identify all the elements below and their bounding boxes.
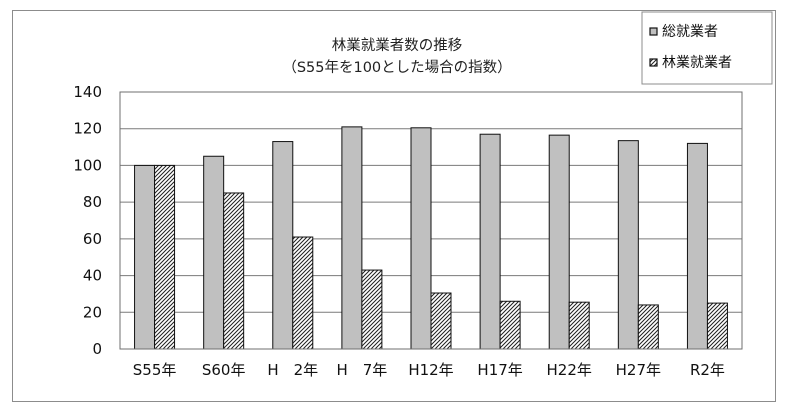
bar-forestry bbox=[706, 302, 728, 350]
bar-total bbox=[134, 164, 156, 350]
bar-total bbox=[410, 127, 432, 350]
bar-forestry bbox=[154, 164, 176, 350]
x-tick-label: H12年 bbox=[408, 361, 453, 379]
bar-total bbox=[479, 133, 501, 350]
bar-forestry bbox=[568, 301, 590, 350]
y-tick-label: 40 bbox=[83, 267, 102, 285]
bar-forestry bbox=[637, 304, 659, 350]
bar-forestry bbox=[292, 236, 314, 350]
bar-forestry bbox=[430, 292, 452, 350]
y-tick-label: 140 bbox=[73, 83, 102, 101]
bar-total bbox=[203, 155, 225, 350]
x-tick-label: S55年 bbox=[133, 361, 177, 379]
bar-forestry bbox=[223, 192, 245, 350]
x-tick-label: H17年 bbox=[477, 361, 522, 379]
y-tick-label: 100 bbox=[73, 156, 102, 174]
y-tick-label: 20 bbox=[83, 303, 102, 321]
chart-title: 林業就業者数の推移 bbox=[332, 37, 463, 54]
bar-forestry bbox=[361, 269, 383, 350]
bar-total bbox=[272, 141, 294, 350]
x-tick-label: H27年 bbox=[616, 361, 661, 379]
axes bbox=[119, 91, 743, 350]
y-tick-label: 120 bbox=[73, 120, 102, 138]
chart-subtitle: （S55年を100とした場合の指数） bbox=[282, 59, 511, 76]
bar-total bbox=[686, 142, 708, 350]
bar-total bbox=[341, 126, 363, 350]
legend: 総就業者 林業就業者 bbox=[641, 11, 773, 85]
x-tick-label: H22年 bbox=[547, 361, 592, 379]
plot-border bbox=[119, 91, 743, 350]
legend-label-total: 総就業者 bbox=[662, 24, 718, 40]
x-tick-label: R2年 bbox=[690, 361, 725, 379]
bar-total bbox=[548, 134, 570, 350]
y-tick-label: 0 bbox=[92, 340, 102, 358]
x-tick-label: H 2年 bbox=[267, 361, 318, 379]
x-tick-label: S60年 bbox=[202, 361, 246, 379]
legend-swatch-forestry bbox=[649, 58, 658, 67]
legend-label-forestry: 林業就業者 bbox=[662, 55, 732, 71]
x-tick-label: H 7年 bbox=[336, 361, 387, 379]
bar-total bbox=[617, 140, 639, 350]
chart-title-group: 林業就業者数の推移 （S55年を100とした場合の指数） bbox=[282, 37, 511, 76]
bar-forestry bbox=[499, 300, 521, 350]
x-axis-labels: S55年 S60年 H 2年 H 7年 H12年 H17年 H22年 H27年 R2年 bbox=[133, 361, 725, 379]
legend-box bbox=[641, 11, 773, 85]
y-tick-label: 80 bbox=[83, 193, 102, 211]
y-tick-label: 60 bbox=[83, 230, 102, 248]
bars bbox=[134, 126, 728, 350]
y-axis-labels: 0 20 40 60 80 100 120 140 bbox=[73, 83, 102, 358]
legend-swatch-total bbox=[649, 27, 658, 36]
